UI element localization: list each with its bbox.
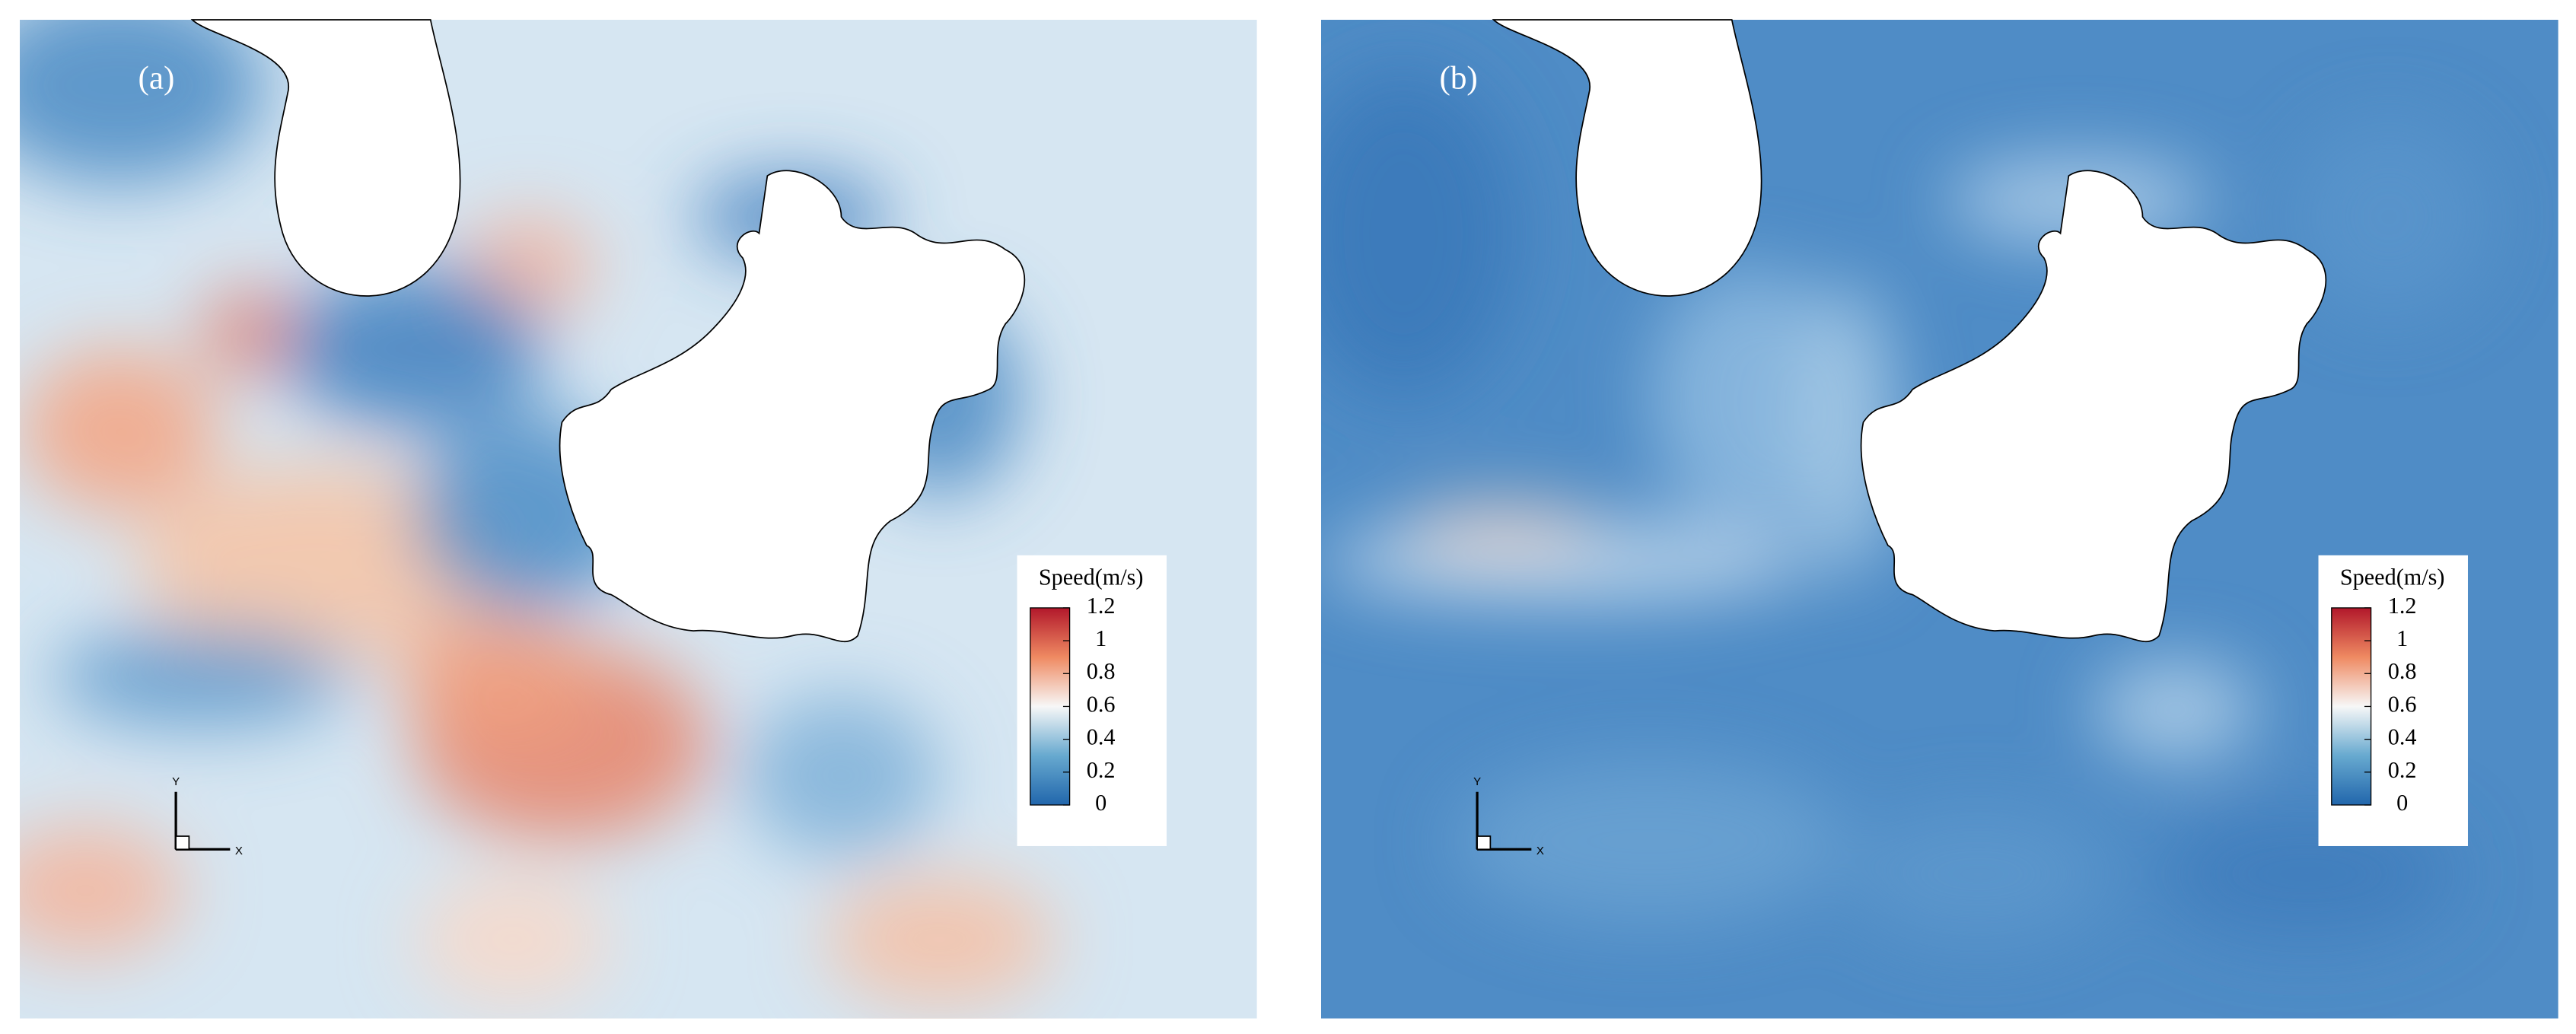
field-blob (200, 291, 300, 374)
colorbar-tick-label: 1 (2396, 625, 2408, 651)
field-blob (135, 463, 497, 661)
colorbar-tick-label: 0.8 (1087, 658, 1116, 684)
field-blob (1321, 68, 1519, 398)
field-blob (414, 873, 612, 1006)
triad-x-label: X (235, 845, 243, 857)
triad-box (1476, 835, 1492, 851)
field-blob (1452, 759, 1847, 924)
field-blob (1649, 266, 1847, 530)
colorbar-tick-label: 0 (2396, 790, 2408, 816)
field-blob (20, 20, 266, 184)
field-blob (1403, 504, 1601, 554)
colorbar-tick-label: 1.2 (2388, 593, 2417, 619)
field-blob (824, 873, 1056, 1006)
triad-y-label: Y (1473, 775, 1481, 788)
colorbar-tick-label: 1.2 (1087, 593, 1116, 619)
field-blobs (1321, 68, 2488, 940)
colorbar-tick-label: 0.6 (1087, 691, 1116, 717)
triad-box (175, 835, 190, 851)
field-blob (1846, 808, 2110, 940)
panel-label: (a) (138, 61, 174, 97)
colorbar-tick-label: 0.4 (2388, 724, 2417, 750)
field-blob (53, 627, 349, 727)
field-blob (742, 693, 941, 858)
triad-x-label: X (1536, 845, 1544, 857)
colorbar-title: Speed(m/s) (2340, 565, 2445, 590)
field-blob (397, 611, 595, 743)
field-blob (20, 824, 184, 956)
colorbar-tick-label: 0.4 (1087, 724, 1116, 750)
field-blob (2093, 660, 2258, 759)
colorbar-tick-label: 1 (1095, 625, 1107, 651)
panel: (a) Y X Speed(m/s) 0 0.2 0.4 0.6 0.8 1 1.2 (20, 18, 1257, 1019)
colorbar-title: Speed(m/s) (1039, 565, 1144, 590)
colorbar-tick-label: 0 (1095, 790, 1107, 816)
colorbar (2331, 607, 2372, 806)
panel-label: (b) (1439, 61, 1477, 97)
colorbar-tick-label: 0.8 (2388, 658, 2417, 684)
panel: (b) Y X Speed(m/s) 0 0.2 0.4 0.6 0.8 1 1.2 (1321, 18, 2558, 1019)
triad-y-label: Y (172, 775, 180, 788)
field-blob (282, 266, 546, 431)
field-blob (2290, 118, 2488, 316)
speed-field (20, 20, 1257, 1019)
colorbar-tick-label: 0.6 (2388, 691, 2417, 717)
field-blob (20, 348, 218, 513)
colorbar-tick-label: 0.2 (1087, 757, 1116, 783)
colorbar-tick-label: 0.2 (2388, 757, 2417, 783)
field-blobs (20, 20, 1056, 1006)
